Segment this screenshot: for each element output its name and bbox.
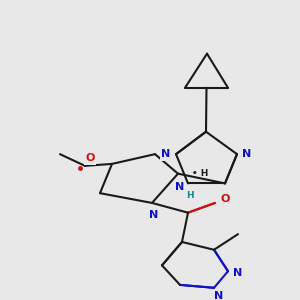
Text: N: N <box>149 210 159 220</box>
Text: N: N <box>242 149 252 159</box>
Text: • H: • H <box>192 169 208 178</box>
Text: N: N <box>176 182 184 192</box>
Text: H: H <box>186 190 194 200</box>
Text: N: N <box>233 268 243 278</box>
Text: O: O <box>85 153 95 163</box>
Text: O: O <box>220 194 230 204</box>
Text: N: N <box>214 291 224 300</box>
Text: N: N <box>161 149 171 159</box>
